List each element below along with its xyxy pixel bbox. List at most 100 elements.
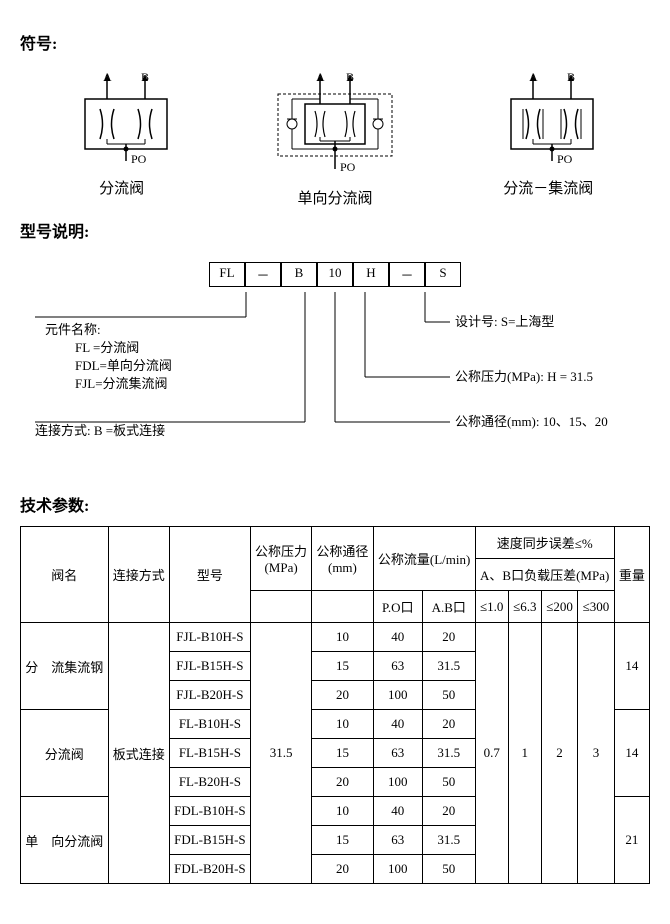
th-flow-ab: A.B口	[422, 591, 475, 623]
desc-fdl: FDL=单向分流阀	[75, 358, 172, 373]
cell-po: 100	[373, 855, 422, 884]
th-sub-blank2	[312, 591, 373, 623]
cell-ab: 50	[422, 681, 475, 710]
model-box-3: B	[281, 262, 317, 287]
th-valve-name: 阀名	[21, 527, 109, 623]
th-lt63: ≤6.3	[508, 591, 541, 623]
model-section-title: 型号说明:	[20, 218, 650, 242]
th-speed-err: 速度同步误差≤%	[475, 527, 614, 559]
cell-model: FJL-B10H-S	[169, 623, 250, 652]
cell-po: 40	[373, 710, 422, 739]
cell-model: FL-B10H-S	[169, 710, 250, 739]
th-pressure-text: 公称压力	[255, 544, 307, 559]
cell-ab: 20	[422, 623, 475, 652]
symbol-1: A B PO 分流阀	[57, 69, 187, 208]
th-flow: 公称流量(L/min)	[373, 527, 475, 591]
model-desc-lines: 元件名称: FL =分流阀 FDL=单向分流阀 FJL=分流集流阀 连接方式: …	[20, 292, 650, 467]
th-lt10: ≤1.0	[475, 591, 508, 623]
cell-po: 40	[373, 623, 422, 652]
cell-ab: 20	[422, 797, 475, 826]
port-label-po: PO	[340, 160, 356, 174]
desc-fjl: FJL=分流集流阀	[75, 376, 168, 391]
tech-params-table: 阀名 连接方式 型号 公称压力 (MPa) 公称通径 (mm) 公称流量(L/m…	[20, 526, 650, 884]
cell-valve2: 分流阀	[21, 710, 109, 797]
cell-po: 100	[373, 681, 422, 710]
cell-model: FJL-B20H-S	[169, 681, 250, 710]
th-dia-text: 公称通径	[316, 544, 368, 559]
symbol-2-label: 单向分流阀	[297, 187, 372, 208]
cell-dia: 15	[312, 739, 373, 768]
cell-valve1: 分 流集流钢	[21, 623, 109, 710]
cell-dia: 20	[312, 768, 373, 797]
cell-w2: 14	[614, 710, 649, 797]
th-model: 型号	[169, 527, 250, 623]
cell-ab: 31.5	[422, 739, 475, 768]
table-row: 分 流集流钢 板式连接 FJL-B10H-S 31.5 10 40 20 0.7…	[21, 623, 650, 652]
tech-section-title: 技术参数:	[20, 492, 650, 516]
cell-model: FDL-B20H-S	[169, 855, 250, 884]
th-conn-type: 连接方式	[108, 527, 169, 623]
cell-err4: 3	[578, 623, 614, 884]
cell-po: 40	[373, 797, 422, 826]
th-dia: 公称通径 (mm)	[312, 527, 373, 591]
th-weight: 重量	[614, 527, 649, 623]
model-box-6: －	[389, 262, 425, 287]
cell-valve3: 单 向分流阀	[21, 797, 109, 884]
cell-err2: 1	[508, 623, 541, 884]
th-pressure: 公称压力 (MPa)	[250, 527, 311, 591]
cell-err3: 2	[541, 623, 577, 884]
cell-po: 63	[373, 652, 422, 681]
cell-dia: 15	[312, 826, 373, 855]
check-divider-valve-symbol: A B	[260, 69, 410, 179]
port-label-po: PO	[557, 152, 573, 166]
desc-fl: FL =分流阀	[75, 340, 139, 355]
symbol-3-label: 分流－集流阀	[503, 177, 593, 198]
cell-ab: 50	[422, 768, 475, 797]
cell-dia: 20	[312, 855, 373, 884]
cell-po: 100	[373, 768, 422, 797]
desc-component-name: 元件名称:	[45, 322, 101, 337]
model-box-5: H	[353, 262, 389, 287]
divider-valve-symbol: A B PO	[57, 69, 187, 169]
model-description: FL － B 10 H － S 元件名称: FL =分流阀 FDL=单向分流阀 …	[20, 262, 650, 472]
cell-po: 63	[373, 739, 422, 768]
desc-pressure: 公称压力(MPa): H = 31.5	[455, 369, 593, 384]
cell-model: FL-B20H-S	[169, 768, 250, 797]
table-header-row: 阀名 连接方式 型号 公称压力 (MPa) 公称通径 (mm) 公称流量(L/m…	[21, 527, 650, 559]
cell-w3: 21	[614, 797, 649, 884]
divider-collector-valve-symbol: A B PO	[483, 69, 613, 169]
th-lt300: ≤300	[578, 591, 614, 623]
cell-dia: 15	[312, 652, 373, 681]
cell-w1: 14	[614, 623, 649, 710]
port-label-po: PO	[131, 152, 147, 166]
model-box-4: 10	[317, 262, 353, 287]
cell-model: FDL-B15H-S	[169, 826, 250, 855]
cell-model: FL-B15H-S	[169, 739, 250, 768]
symbol-2: A B	[260, 69, 410, 208]
model-box-1: FL	[209, 262, 245, 287]
cell-err1: 0.7	[475, 623, 508, 884]
cell-ab: 50	[422, 855, 475, 884]
symbols-container: A B PO 分流阀 A B	[20, 69, 650, 208]
cell-ab: 31.5	[422, 652, 475, 681]
symbol-1-label: 分流阀	[99, 177, 144, 198]
cell-dia: 20	[312, 681, 373, 710]
model-code-boxes: FL － B 10 H － S	[20, 262, 650, 287]
th-lt200: ≤200	[541, 591, 577, 623]
cell-model: FDL-B10H-S	[169, 797, 250, 826]
cell-ab: 31.5	[422, 826, 475, 855]
th-load-diff: A、B口负载压差(MPa)	[475, 559, 614, 591]
cell-dia: 10	[312, 623, 373, 652]
model-box-2: －	[245, 262, 281, 287]
th-sub-blank1	[250, 591, 311, 623]
cell-conn: 板式连接	[108, 623, 169, 884]
symbol-3: A B PO 分流－集流阀	[483, 69, 613, 208]
cell-dia: 10	[312, 797, 373, 826]
desc-design-no: 设计号: S=上海型	[455, 314, 554, 329]
th-flow-po: P.O口	[373, 591, 422, 623]
cell-ab: 20	[422, 710, 475, 739]
cell-pressure: 31.5	[250, 623, 311, 884]
desc-diameter: 公称通径(mm): 10、15、20	[455, 414, 608, 429]
cell-model: FJL-B15H-S	[169, 652, 250, 681]
desc-connection: 连接方式: B =板式连接	[35, 423, 165, 438]
